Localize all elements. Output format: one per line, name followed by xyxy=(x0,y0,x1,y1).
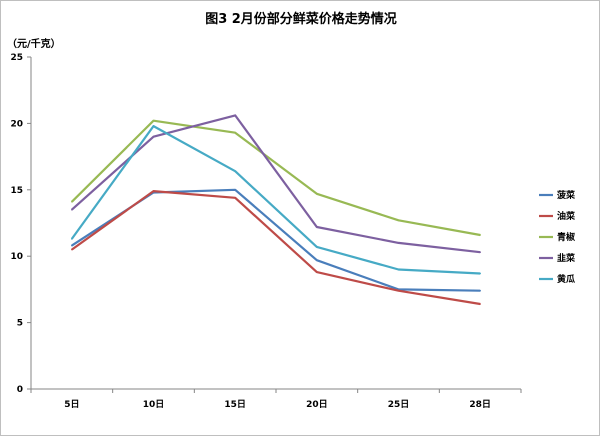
data-point xyxy=(316,271,318,273)
data-point xyxy=(234,114,236,117)
y-tick-label: 0 xyxy=(17,385,23,395)
data-point xyxy=(479,289,481,292)
data-point xyxy=(397,219,400,222)
y-tick-label: 10 xyxy=(10,252,23,262)
series-lines xyxy=(70,114,481,306)
y-tick-label: 20 xyxy=(10,119,23,129)
y-tick-label: 25 xyxy=(10,53,23,63)
legend-label: 韭菜 xyxy=(557,252,576,264)
x-tick-label: 28日 xyxy=(469,399,491,410)
series-line xyxy=(71,114,481,254)
data-point xyxy=(397,289,400,292)
data-point xyxy=(234,170,236,173)
data-point xyxy=(316,226,318,228)
legend-label: 青椒 xyxy=(557,231,575,243)
series-line xyxy=(71,119,481,237)
data-point xyxy=(316,192,318,195)
x-tick-label: 5日 xyxy=(64,399,79,410)
chart-title: 图3 2月份部分鲜菜价格走势情况 xyxy=(205,11,397,27)
data-point xyxy=(479,303,481,305)
data-point xyxy=(397,268,400,271)
data-point xyxy=(479,251,481,254)
data-point xyxy=(234,196,236,199)
series-line xyxy=(70,124,481,275)
y-tick-label: 15 xyxy=(10,186,23,196)
data-point xyxy=(479,234,481,236)
x-tick-label: 20日 xyxy=(306,399,328,410)
y-tick-label: 5 xyxy=(17,319,23,329)
data-point xyxy=(71,248,73,251)
y-axis-unit-label: （元/千克） xyxy=(7,37,61,50)
data-point xyxy=(479,272,481,275)
data-point xyxy=(316,246,318,248)
data-point xyxy=(152,190,155,192)
data-point xyxy=(71,200,73,203)
data-point xyxy=(71,208,73,211)
data-point xyxy=(152,125,155,127)
legend-label: 菠菜 xyxy=(557,189,576,201)
legend-label: 黄瓜 xyxy=(557,273,575,285)
x-tick-label: 25日 xyxy=(388,399,410,410)
data-point xyxy=(234,189,236,191)
data-point xyxy=(71,238,73,240)
data-point xyxy=(316,259,318,261)
data-point xyxy=(397,242,400,244)
legend-label: 油菜 xyxy=(557,210,576,222)
data-point xyxy=(152,135,155,138)
x-tick-label: 15日 xyxy=(224,399,246,410)
data-point xyxy=(152,119,155,122)
data-point xyxy=(71,244,73,247)
series-line xyxy=(71,190,481,306)
x-tick-label: 10日 xyxy=(143,399,165,410)
axes: 0 5 10 15 20 25 5日 10日 15日 20日 25日 28日 xyxy=(10,53,522,410)
data-point xyxy=(234,131,236,134)
